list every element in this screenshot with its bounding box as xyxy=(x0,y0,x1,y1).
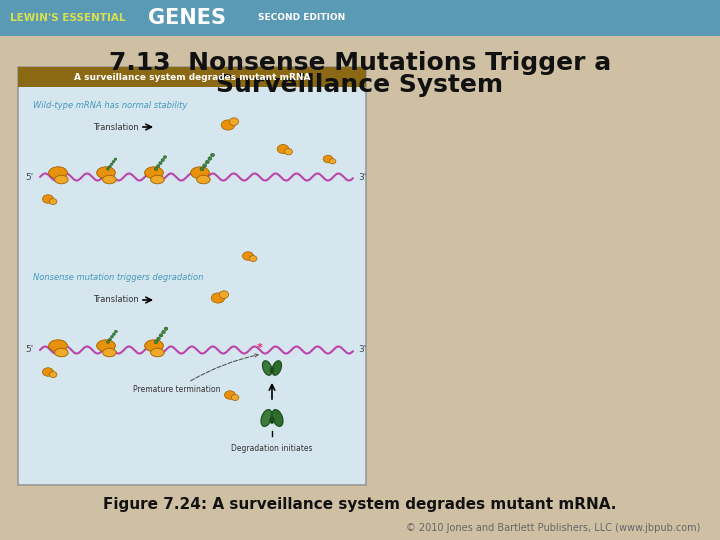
Bar xyxy=(0,0,720,36)
Text: 5': 5' xyxy=(26,172,34,181)
Ellipse shape xyxy=(208,157,212,160)
Ellipse shape xyxy=(159,161,162,165)
Ellipse shape xyxy=(210,153,215,157)
Ellipse shape xyxy=(110,335,114,338)
Ellipse shape xyxy=(114,330,117,333)
Ellipse shape xyxy=(154,340,158,343)
Ellipse shape xyxy=(249,255,257,261)
Ellipse shape xyxy=(109,338,112,341)
Text: Translation: Translation xyxy=(93,295,139,305)
Text: LEWIN'S ESSENTIAL: LEWIN'S ESSENTIAL xyxy=(10,13,125,23)
Ellipse shape xyxy=(96,340,115,352)
Text: Premature termination: Premature termination xyxy=(133,354,258,394)
Text: 5': 5' xyxy=(26,346,34,354)
Ellipse shape xyxy=(197,176,210,184)
Ellipse shape xyxy=(243,252,253,260)
Ellipse shape xyxy=(55,348,68,357)
Ellipse shape xyxy=(103,176,116,184)
Bar xyxy=(18,67,366,87)
Text: 3': 3' xyxy=(358,346,366,354)
Text: Figure 7.24: A surveillance system degrades mutant mRNA.: Figure 7.24: A surveillance system degra… xyxy=(103,496,617,511)
Ellipse shape xyxy=(49,199,57,205)
Ellipse shape xyxy=(96,167,115,179)
Ellipse shape xyxy=(156,165,160,167)
Ellipse shape xyxy=(112,160,115,163)
Ellipse shape xyxy=(145,340,163,352)
Ellipse shape xyxy=(107,168,109,170)
Ellipse shape xyxy=(229,118,238,125)
Ellipse shape xyxy=(110,163,113,165)
Ellipse shape xyxy=(329,159,336,164)
Ellipse shape xyxy=(107,341,109,343)
Ellipse shape xyxy=(103,348,116,357)
Ellipse shape xyxy=(220,291,229,299)
Ellipse shape xyxy=(272,361,282,375)
Ellipse shape xyxy=(49,340,68,352)
Ellipse shape xyxy=(42,368,53,376)
Text: A surveillance system degrades mutant mRNA: A surveillance system degrades mutant mR… xyxy=(73,72,310,82)
Text: © 2010 Jones and Bartlett Publishers, LLC (www.jbpub.com): © 2010 Jones and Bartlett Publishers, LL… xyxy=(405,523,700,533)
Ellipse shape xyxy=(150,176,164,184)
Text: SECOND EDITION: SECOND EDITION xyxy=(258,14,346,23)
Text: *: * xyxy=(257,343,263,353)
Text: Wild-type mRNA has normal stability: Wild-type mRNA has normal stability xyxy=(33,100,187,110)
Text: Translation: Translation xyxy=(93,123,139,132)
Bar xyxy=(18,67,366,485)
Ellipse shape xyxy=(112,333,115,335)
Ellipse shape xyxy=(323,156,333,163)
Ellipse shape xyxy=(49,167,68,179)
Ellipse shape xyxy=(164,327,168,330)
Ellipse shape xyxy=(211,293,225,303)
Ellipse shape xyxy=(263,361,272,375)
Text: 3': 3' xyxy=(358,172,366,181)
Ellipse shape xyxy=(272,409,283,427)
Ellipse shape xyxy=(225,391,235,399)
Ellipse shape xyxy=(161,330,166,334)
Ellipse shape xyxy=(261,409,272,427)
Ellipse shape xyxy=(159,334,163,337)
Ellipse shape xyxy=(55,176,68,184)
Ellipse shape xyxy=(202,164,207,167)
Text: 7.13  Nonsense Mutations Trigger a: 7.13 Nonsense Mutations Trigger a xyxy=(109,51,611,75)
Ellipse shape xyxy=(200,167,204,171)
Ellipse shape xyxy=(114,158,117,160)
Ellipse shape xyxy=(191,167,210,179)
Ellipse shape xyxy=(221,120,235,130)
Ellipse shape xyxy=(49,372,57,377)
Ellipse shape xyxy=(109,165,112,168)
Ellipse shape xyxy=(161,159,164,161)
Ellipse shape xyxy=(42,195,53,203)
Ellipse shape xyxy=(163,156,166,159)
Text: Nonsense mutation triggers degradation: Nonsense mutation triggers degradation xyxy=(33,273,203,282)
Ellipse shape xyxy=(270,417,274,423)
Ellipse shape xyxy=(145,167,163,179)
Ellipse shape xyxy=(231,395,239,401)
Ellipse shape xyxy=(157,337,161,340)
Text: GENES: GENES xyxy=(148,8,226,28)
Ellipse shape xyxy=(150,348,164,357)
Text: Degradation initiates: Degradation initiates xyxy=(231,444,312,453)
Ellipse shape xyxy=(270,367,274,373)
Ellipse shape xyxy=(284,148,292,155)
Text: Surveillance System: Surveillance System xyxy=(217,73,503,97)
Ellipse shape xyxy=(277,145,289,153)
Ellipse shape xyxy=(205,160,210,164)
Ellipse shape xyxy=(154,167,158,171)
